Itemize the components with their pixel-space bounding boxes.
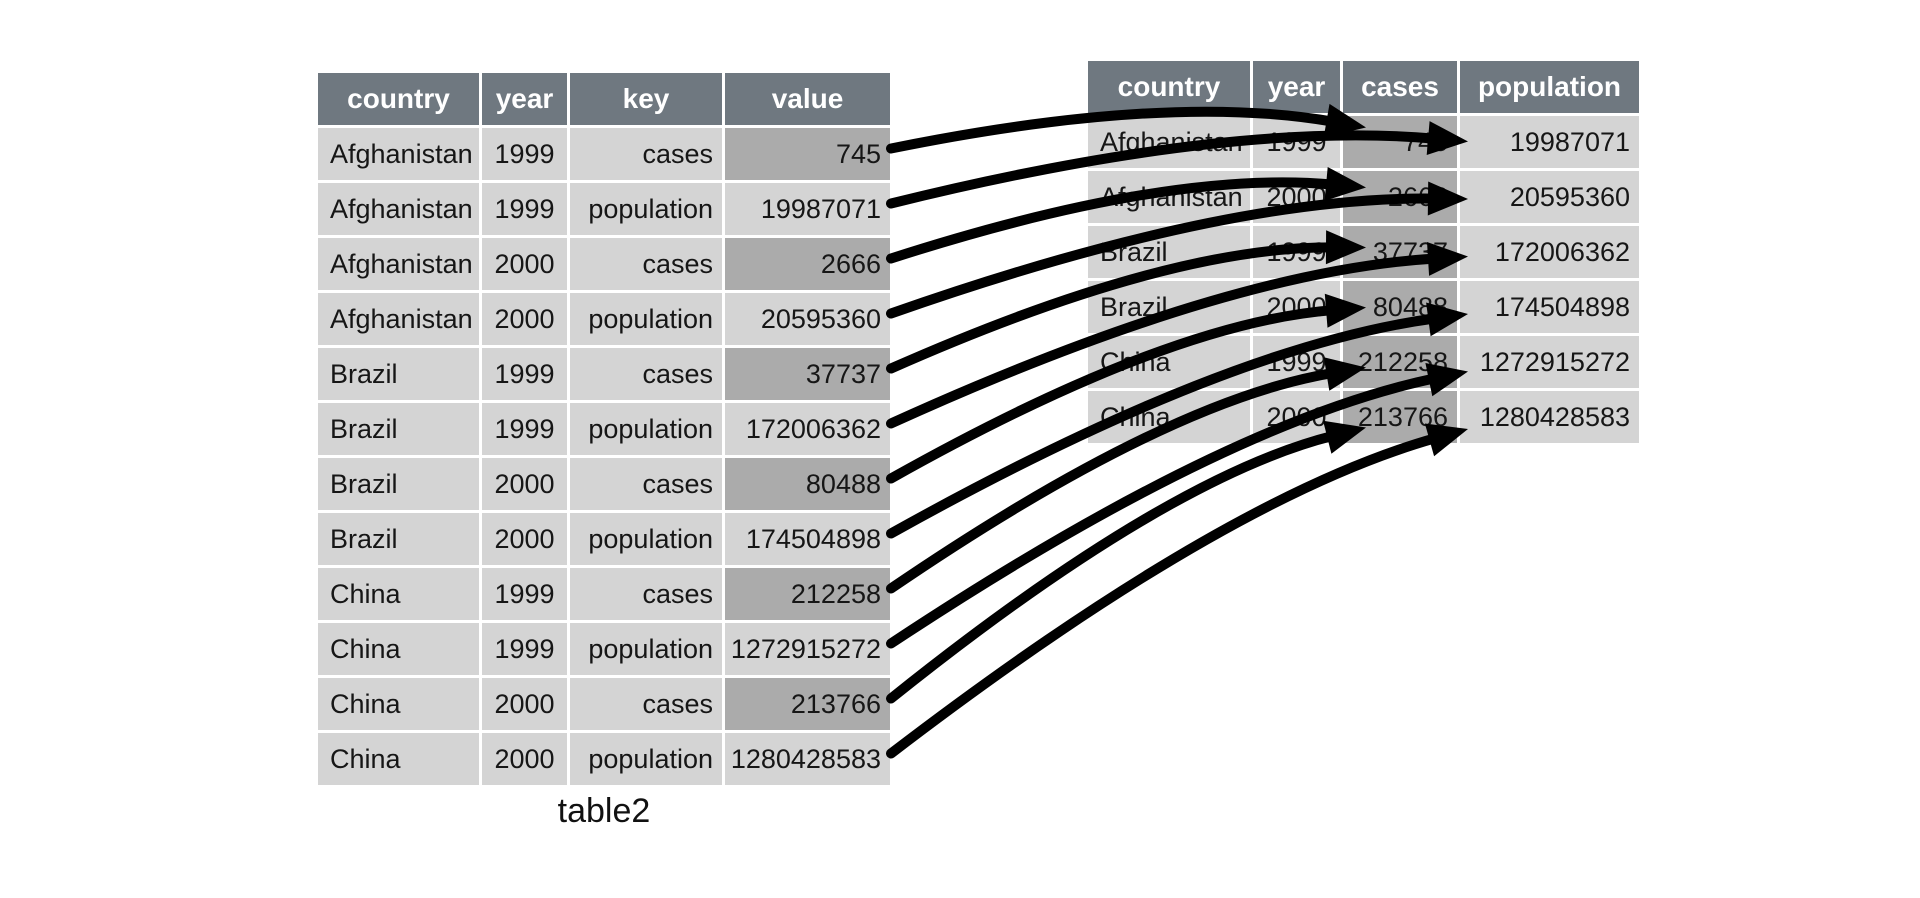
cell-key: population bbox=[570, 733, 722, 785]
cell-country: Brazil bbox=[318, 458, 479, 510]
cell-year: 2000 bbox=[482, 238, 567, 290]
cell-population: 172006362 bbox=[1460, 226, 1639, 278]
cell-country: Afghanistan bbox=[318, 183, 479, 235]
cell-cases: 745 bbox=[1343, 116, 1457, 168]
pivot-arrow bbox=[886, 433, 1441, 759]
cell-cases: 37737 bbox=[1343, 226, 1457, 278]
cell-country: China bbox=[318, 733, 479, 785]
cell-country: China bbox=[318, 568, 479, 620]
wide-table-header-population: population bbox=[1460, 61, 1639, 113]
cell-year: 1999 bbox=[482, 568, 567, 620]
cell-year: 1999 bbox=[482, 348, 567, 400]
cell-population: 174504898 bbox=[1460, 281, 1639, 333]
cell-value: 213766 bbox=[725, 678, 890, 730]
cell-key: population bbox=[570, 403, 722, 455]
cell-cases: 2666 bbox=[1343, 171, 1457, 223]
cell-cases: 212258 bbox=[1343, 336, 1457, 388]
cell-value: 20595360 bbox=[725, 293, 890, 345]
cell-key: cases bbox=[570, 568, 722, 620]
cell-cases: 213766 bbox=[1343, 391, 1457, 443]
wide-table-header-cases: cases bbox=[1343, 61, 1457, 113]
cell-year: 1999 bbox=[1253, 336, 1340, 388]
cell-key: cases bbox=[570, 238, 722, 290]
cell-country: Afghanistan bbox=[1088, 116, 1250, 168]
cell-key: population bbox=[570, 183, 722, 235]
cell-year: 1999 bbox=[1253, 226, 1340, 278]
cell-value: 174504898 bbox=[725, 513, 890, 565]
cell-value: 1272915272 bbox=[725, 623, 890, 675]
cell-population: 1272915272 bbox=[1460, 336, 1639, 388]
cell-key: cases bbox=[570, 458, 722, 510]
cell-country: China bbox=[318, 678, 479, 730]
cell-key: cases bbox=[570, 678, 722, 730]
long-table-header-key: key bbox=[570, 73, 722, 125]
cell-country: Afghanistan bbox=[318, 238, 479, 290]
cell-country: China bbox=[1088, 336, 1250, 388]
cell-year: 2000 bbox=[482, 513, 567, 565]
cell-year: 1999 bbox=[482, 128, 567, 180]
cell-population: 19987071 bbox=[1460, 116, 1639, 168]
cell-year: 1999 bbox=[482, 183, 567, 235]
long-table-caption: table2 bbox=[557, 792, 651, 830]
cell-country: Brazil bbox=[1088, 281, 1250, 333]
cell-year: 1999 bbox=[1253, 116, 1340, 168]
long-table: country year key value Afghanistan 1999 ca… bbox=[318, 73, 890, 785]
cell-population: 1280428583 bbox=[1460, 391, 1639, 443]
cell-country: Brazil bbox=[318, 513, 479, 565]
cell-key: population bbox=[570, 293, 722, 345]
cell-value: 2666 bbox=[725, 238, 890, 290]
cell-value: 1280428583 bbox=[725, 733, 890, 785]
long-table-header-year: year bbox=[482, 73, 567, 125]
cell-year: 1999 bbox=[482, 623, 567, 675]
cell-country: Afghanistan bbox=[1088, 171, 1250, 223]
cell-cases: 80488 bbox=[1343, 281, 1457, 333]
cell-value: 172006362 bbox=[725, 403, 890, 455]
cell-population: 20595360 bbox=[1460, 171, 1639, 223]
cell-value: 745 bbox=[725, 128, 890, 180]
long-table-header-country: country bbox=[318, 73, 479, 125]
cell-country: China bbox=[318, 623, 479, 675]
cell-year: 2000 bbox=[482, 678, 567, 730]
cell-country: Afghanistan bbox=[318, 128, 479, 180]
wide-table-header-year: year bbox=[1253, 61, 1340, 113]
cell-value: 80488 bbox=[725, 458, 890, 510]
cell-key: population bbox=[570, 513, 722, 565]
cell-country: Brazil bbox=[318, 348, 479, 400]
cell-year: 2000 bbox=[1253, 281, 1340, 333]
cell-key: population bbox=[570, 623, 722, 675]
cell-country: China bbox=[1088, 391, 1250, 443]
cell-year: 2000 bbox=[482, 293, 567, 345]
cell-year: 1999 bbox=[482, 403, 567, 455]
cell-country: Afghanistan bbox=[318, 293, 479, 345]
cell-value: 19987071 bbox=[725, 183, 890, 235]
wide-table: country year cases population Afghanista… bbox=[1088, 61, 1639, 443]
wide-table-header-country: country bbox=[1088, 61, 1250, 113]
cell-country: Brazil bbox=[318, 403, 479, 455]
pivot-arrow bbox=[886, 430, 1338, 704]
cell-key: cases bbox=[570, 128, 722, 180]
cell-country: Brazil bbox=[1088, 226, 1250, 278]
cell-year: 2000 bbox=[482, 458, 567, 510]
cell-year: 2000 bbox=[482, 733, 567, 785]
cell-year: 2000 bbox=[1253, 171, 1340, 223]
cell-key: cases bbox=[570, 348, 722, 400]
cell-year: 2000 bbox=[1253, 391, 1340, 443]
cell-value: 37737 bbox=[725, 348, 890, 400]
cell-value: 212258 bbox=[725, 568, 890, 620]
long-table-header-value: value bbox=[725, 73, 890, 125]
